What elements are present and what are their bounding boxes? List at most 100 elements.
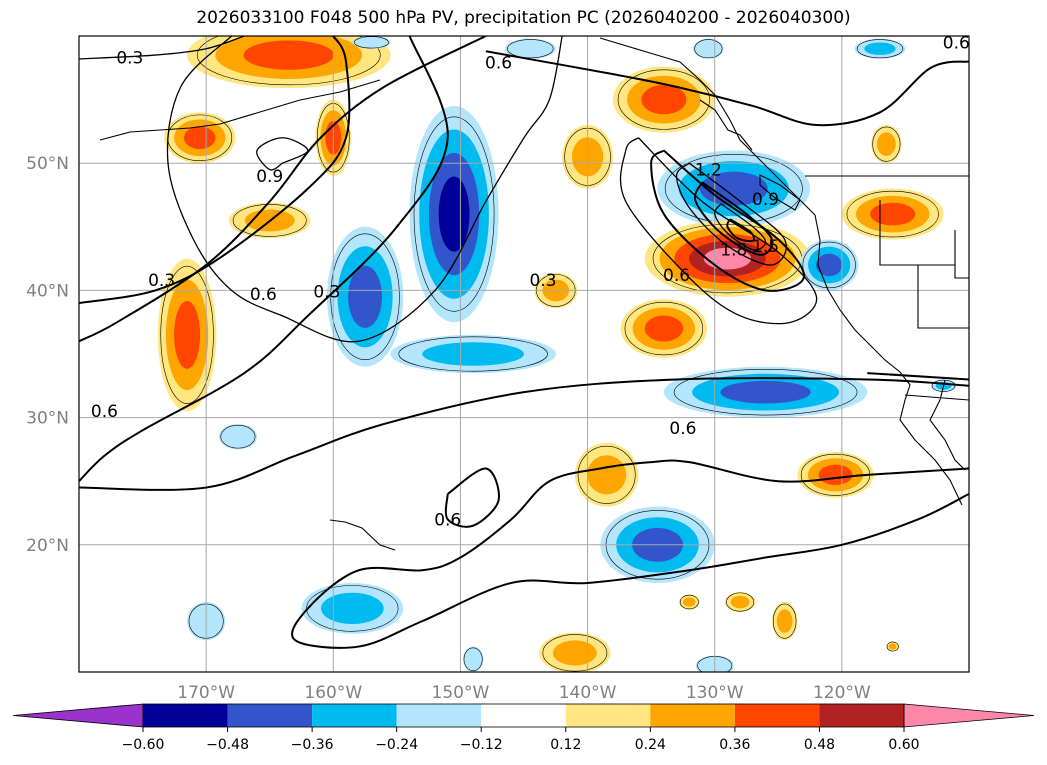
precip-anomaly-outline [694,39,723,59]
map-frame [78,35,970,673]
latitude-label: 20°N [26,536,69,556]
precip-anomaly-cell [657,150,811,227]
contour-label: 0.6 [663,266,690,286]
pv-contour-labels: 0.3 0.6 0.6 0.9 1.2 0.9 1.8 1.5 0.6 0.3 0.6 0.3 0.3 0… [91,33,970,530]
pv-contour-line [713,203,767,251]
contour-label: 0.3 [148,271,175,291]
precip-anomaly-level [183,126,216,150]
colorbar-tick-label: 0.24 [635,737,666,753]
precip-anomaly-outline [617,69,710,130]
colorbar-segment [312,704,397,727]
precip-anomaly-level [587,455,627,495]
coastline-bc-islands [699,99,753,151]
colorbar-extend-high [903,703,1035,728]
precip-anomaly-cell [462,646,484,672]
colorbar-tick-label: 0.36 [719,737,750,753]
colorbar: −0.60 −0.48 −0.36 −0.24 −0.12 0.12 0.24 0.36 0.4… [12,703,1035,753]
longitude-label: 150°W [432,683,490,703]
contour-label: 0.9 [752,190,779,210]
pv-contour-line [693,181,774,256]
map-plot-area: 0.3 0.6 0.6 0.9 1.2 0.9 1.8 1.5 0.6 0.3 0.6 0.3 0.3 0… [79,33,970,672]
colorbar-tick-label: −0.24 [375,737,418,753]
coastline-hawaii [329,519,396,551]
colorbar-segment [650,704,735,727]
precip-anomaly-cell [164,112,236,164]
precip-anomaly-level [438,176,470,252]
latitude-label: 30°N [26,409,69,429]
colorbar-segment [734,704,820,727]
pv-contour-line [256,137,309,171]
precip-anomaly-outline [353,36,389,49]
precip-anomaly-cell [799,239,859,291]
precip-anomaly-level [462,646,484,672]
precip-anomaly-outline [846,190,939,238]
contour-label: 0.9 [256,167,283,187]
colorbar-tick-label: −0.60 [122,737,165,753]
colorbar-segment [143,704,228,727]
precip-anomaly-level [730,595,750,609]
precip-anomaly-cell [187,36,391,89]
colorbar-tick-label: 0.60 [888,737,919,753]
precip-anomaly-outline [398,336,548,372]
longitude-label: 170°W [177,683,235,703]
coastline-alaska-islands [99,79,381,141]
precip-anomaly-outline [542,634,608,672]
pv-contour-line [485,50,969,127]
precip-anomaly-outline [577,445,636,504]
precip-anomaly-level [776,609,793,633]
pv-contour-line [79,36,449,482]
pv-contour-line [79,36,351,305]
colorbar-segment [396,704,482,727]
pv-contour-line [726,218,755,243]
border-us-mexico [904,394,969,401]
map-title: 2026033100 F048 500 hPa PV, precipitatio… [196,8,851,28]
precip-anomaly-level [321,592,384,625]
precip-anomaly-cell [724,591,756,613]
precip-anomaly-level [644,315,684,342]
precip-anomaly-level [693,38,724,59]
precip-anomaly-level [816,253,843,277]
pv-contours [79,36,969,649]
colorbar-segment [227,704,313,727]
contour-label: 0.3 [530,271,557,291]
precip-anomaly-level [218,423,257,450]
precip-anomaly-level [243,40,334,70]
latitude-label: 50°N [26,154,69,174]
precip-anomaly-outline [886,641,899,652]
precip-anomaly-cell [218,423,257,450]
precip-anomaly-level [870,202,916,226]
precip-anomaly-cell [644,220,811,297]
precip-anomaly-cell [390,334,556,374]
contour-label: 1.2 [695,161,722,181]
precip-anomaly-level [641,84,687,115]
colorbar-tick-label: −0.48 [206,737,249,753]
coastline-vancouver-island [759,174,801,211]
pv-contour-line [867,372,969,381]
precipitation-pc-shading [157,36,957,672]
latitude-label: 40°N [26,281,69,301]
colorbar-segment [481,704,566,727]
pv-contour-line [619,137,818,325]
precip-anomaly-cell [886,641,900,652]
precip-anomaly-cell [854,38,906,59]
precip-anomaly-outline [624,301,704,356]
precip-anomaly-outline [872,126,901,162]
precip-anomaly-outline [330,233,400,361]
precip-anomaly-level [864,42,896,55]
precip-anomaly-cell [620,299,708,358]
precip-anomaly-cell [301,582,404,634]
precip-anomaly-cell [574,443,639,507]
contour-label: 0.6 [943,33,970,53]
precip-anomaly-outline [232,204,307,237]
precip-anomaly-level [818,464,853,486]
precip-anomaly-cell [841,188,944,240]
precip-anomaly-level [552,640,597,666]
pv-contour-line [79,377,969,491]
precip-anomaly-level [174,301,201,369]
pv-contour-line [166,36,563,343]
precip-anomaly-outline [856,39,904,59]
precip-anomaly-outline [160,265,214,404]
precip-anomaly-level [888,643,897,650]
precip-anomaly-outline [772,603,797,639]
precip-anomaly-outline [413,116,495,312]
